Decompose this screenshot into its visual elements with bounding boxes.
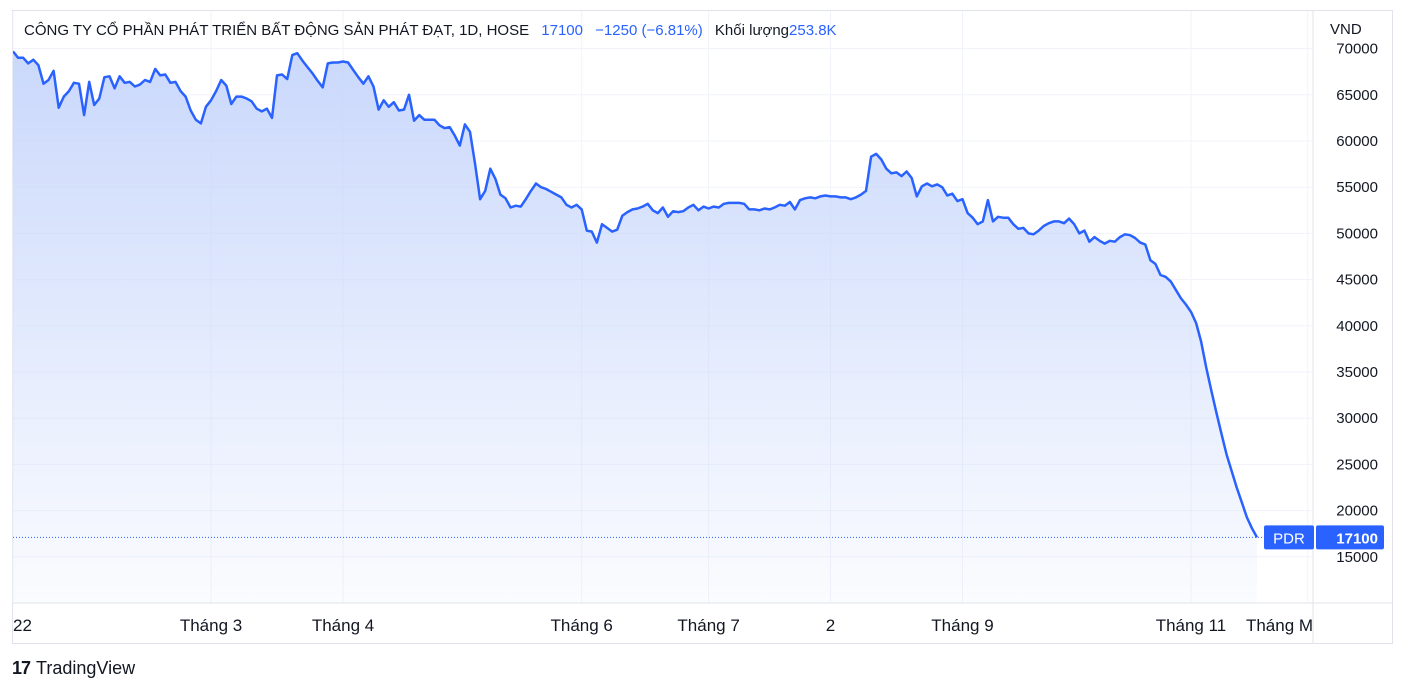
- tradingview-icon: 17: [12, 658, 31, 678]
- price-area-fill: [13, 51, 1257, 603]
- price-change: −1250 (−6.81%): [595, 22, 703, 39]
- axis-corner: [1314, 604, 1392, 643]
- volume-label: Khối lượng: [714, 22, 790, 39]
- symbol-description: CÔNG TY CỔ PHẦN PHÁT TRIỂN BẤT ĐỘNG SẢN …: [24, 22, 530, 39]
- y-tick-label: 65000: [1336, 87, 1378, 104]
- x-tick-label: 22: [13, 616, 32, 635]
- y-tick-label: 35000: [1336, 364, 1378, 381]
- y-tick-label: 55000: [1336, 179, 1378, 196]
- x-tick-label: Tháng 3: [180, 616, 242, 635]
- y-tick-label: 70000: [1336, 41, 1378, 58]
- y-tick-label: 15000: [1336, 549, 1378, 566]
- y-tick-label: 45000: [1336, 272, 1378, 289]
- last-price-tag: [1316, 525, 1384, 550]
- last-price-tag-label: 17100: [1336, 530, 1378, 547]
- y-tick-label: 40000: [1336, 318, 1378, 335]
- y-tick-label: 20000: [1336, 503, 1378, 520]
- ticker-tag-label: PDR: [1273, 530, 1305, 547]
- x-tick-label: 2: [826, 616, 835, 635]
- x-tick-label: Tháng 7: [677, 616, 739, 635]
- y-tick-label: 60000: [1336, 133, 1378, 150]
- chart-legend: CÔNG TY CỔ PHẦN PHÁT TRIỂN BẤT ĐỘNG SẢN …: [24, 22, 845, 39]
- volume-value: 253.8K: [789, 22, 837, 39]
- brand-name: TradingView: [36, 658, 136, 678]
- x-tick-label: Tháng 11: [1156, 616, 1227, 635]
- currency-label: VND: [1330, 21, 1362, 38]
- x-tick-label: Tháng 4: [312, 616, 374, 635]
- y-tick-label: 30000: [1336, 410, 1378, 427]
- y-tick-label: 50000: [1336, 225, 1378, 242]
- ticker-tag: [1264, 525, 1314, 550]
- x-tick-label: Tháng 9: [931, 616, 993, 635]
- x-tick-label: Tháng 6: [550, 616, 612, 635]
- last-price: 17100: [541, 22, 583, 39]
- tradingview-logo[interactable]: 17 TradingView: [12, 658, 135, 679]
- price-line[interactable]: [13, 50, 1259, 539]
- y-tick-label: 25000: [1336, 456, 1378, 473]
